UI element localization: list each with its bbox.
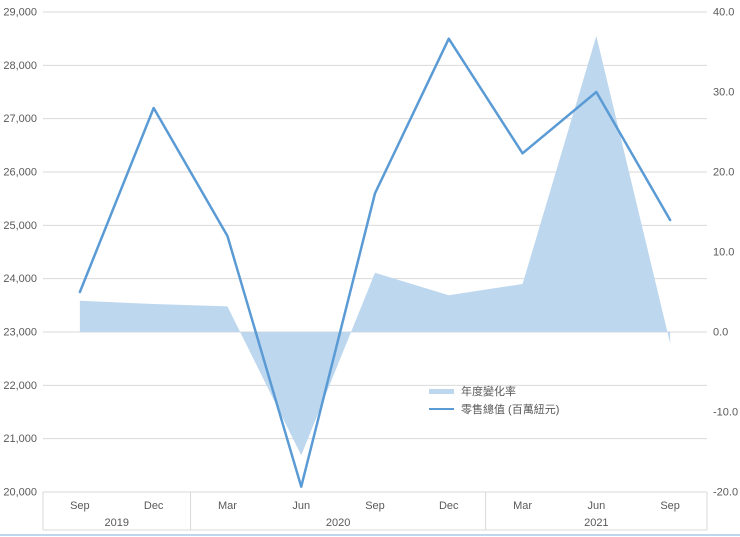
x-axis-year-label: 2021	[584, 517, 608, 529]
left-axis-tick-label: 22,000	[3, 380, 37, 392]
legend-label-retail-total: 零售總值 (百萬紐元)	[461, 404, 560, 416]
x-axis-quarter-label: Sep	[70, 500, 90, 512]
right-axis-tick-label: 10.0	[713, 247, 734, 259]
x-axis-quarter-label: Sep	[660, 500, 680, 512]
annual-change-rate-area-series	[79, 36, 671, 456]
right-axis-tick-label: 20.0	[713, 167, 734, 179]
legend: 年度變化率 零售總值 (百萬紐元)	[429, 384, 559, 416]
x-axis-quarter-label: Dec	[144, 500, 164, 512]
x-axis-quarter-label: Dec	[439, 500, 459, 512]
x-axis-quarter-label: Mar	[218, 500, 237, 512]
legend-label-annual-change: 年度變化率	[461, 386, 516, 398]
window-bottom-border	[0, 534, 740, 536]
right-axis-tick-label: 30.0	[713, 87, 734, 99]
x-axis-year-label: 2020	[326, 517, 350, 529]
right-axis-tick-label: 0.0	[713, 327, 728, 339]
right-axis-tick-label: -20.0	[713, 487, 738, 499]
x-axis-quarter-label: Jun	[292, 500, 310, 512]
left-axis-tick-label: 24,000	[3, 273, 37, 285]
left-axis-tick-label: 25,000	[3, 220, 37, 232]
retail-total-value-line-series	[78, 37, 672, 488]
area-series-swatch	[429, 388, 454, 394]
x-axis-quarter-label: Jun	[587, 500, 605, 512]
left-axis-tick-label: 29,000	[3, 7, 37, 19]
left-axis-tick-label: 28,000	[3, 60, 37, 72]
right-axis-tick-label: -10.0	[713, 407, 738, 419]
legend-item-annual-change: 年度變化率	[429, 384, 559, 398]
x-axis-quarter-label: Sep	[365, 500, 385, 512]
left-axis-tick-label: 21,000	[3, 433, 37, 445]
legend-item-retail-total: 零售總值 (百萬紐元)	[429, 402, 559, 416]
left-axis-tick-label: 20,000	[3, 487, 37, 499]
x-axis-year-label: 2019	[105, 517, 129, 529]
left-axis-tick-label: 27,000	[3, 113, 37, 125]
left-axis-tick-label: 26,000	[3, 167, 37, 179]
right-axis-tick-label: 40.0	[713, 7, 734, 19]
line-series-swatch	[429, 407, 454, 411]
x-axis-quarter-label: Mar	[513, 500, 532, 512]
left-axis-tick-label: 23,000	[3, 327, 37, 339]
